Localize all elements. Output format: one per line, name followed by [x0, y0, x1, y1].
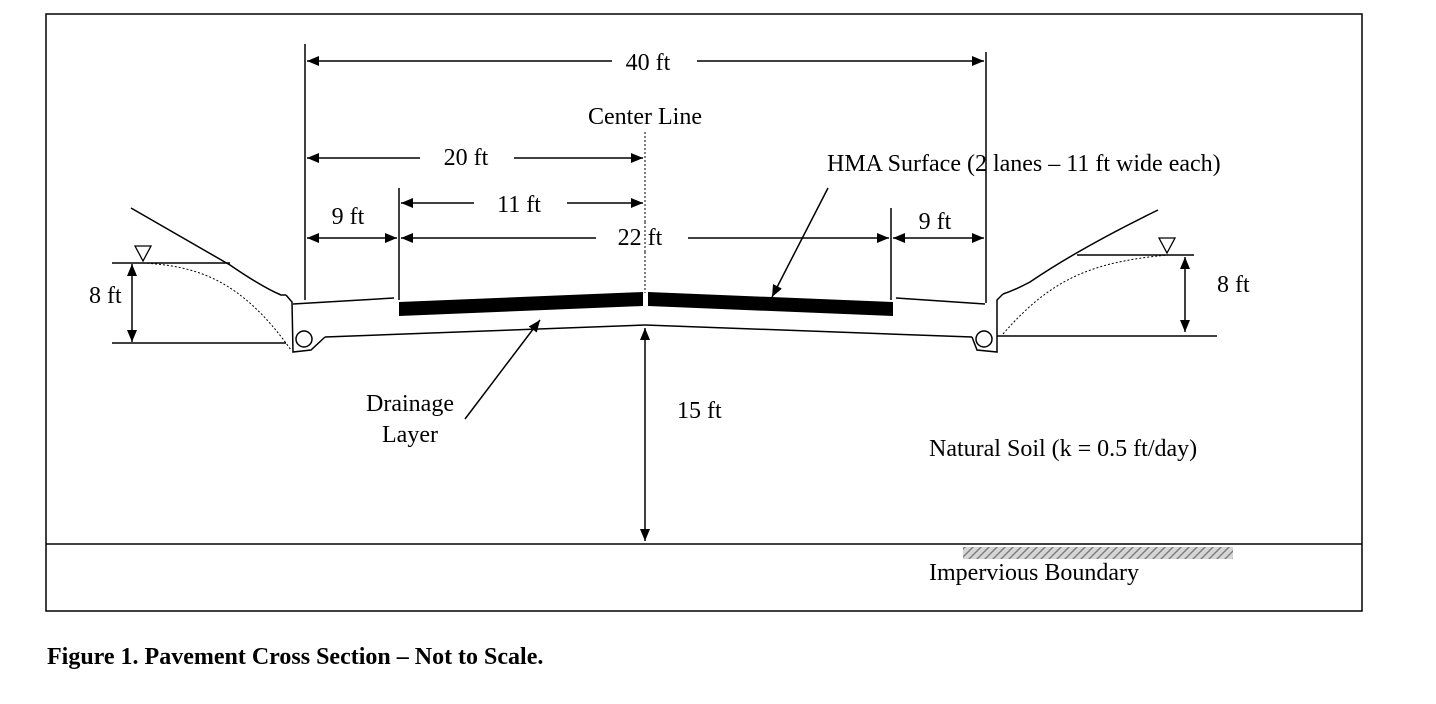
impervious-boundary-hatch	[963, 547, 1233, 559]
extension-lines	[304, 44, 987, 303]
underdrain-pipe-right	[975, 330, 993, 348]
total-width-label: 40 ft	[626, 50, 671, 76]
drainage-layer-label-line2: Layer	[382, 422, 438, 448]
figure-caption: Figure 1. Pavement Cross Section – Not t…	[47, 644, 544, 670]
phreatic-lines	[142, 254, 1169, 351]
hma-surface-right	[648, 292, 893, 316]
underdrain-pipe-left	[295, 330, 313, 348]
drainage-layer-label-line1: Drainage	[366, 391, 454, 417]
hma-surface-left	[399, 292, 643, 316]
water-depth-right-label: 8 ft	[1217, 272, 1250, 298]
pavement-width-label: 22 ft	[618, 225, 663, 251]
leader-lines	[464, 187, 829, 420]
center-line-label: Center Line	[588, 104, 702, 130]
water-table-icon-left	[133, 245, 153, 263]
depth-to-boundary-label: 15 ft	[677, 398, 722, 424]
pavement-structure	[285, 293, 1004, 353]
shoulder-left-label: 9 ft	[332, 204, 365, 230]
side-slopes	[112, 207, 1217, 344]
water-depth-left-label: 8 ft	[89, 283, 122, 309]
shoulder-right-label: 9 ft	[919, 209, 952, 235]
natural-soil-label: Natural Soil (k = 0.5 ft/day)	[929, 436, 1197, 462]
water-table-icon-right	[1157, 237, 1177, 255]
lane-width-label: 11 ft	[497, 192, 541, 218]
diagram-frame	[45, 13, 1363, 612]
half-width-label: 20 ft	[444, 145, 489, 171]
impervious-boundary-label: Impervious Boundary	[929, 560, 1139, 586]
dimension-lines	[127, 56, 1190, 541]
hma-surface-label: HMA Surface (2 lanes – 11 ft wide each)	[827, 151, 1221, 177]
